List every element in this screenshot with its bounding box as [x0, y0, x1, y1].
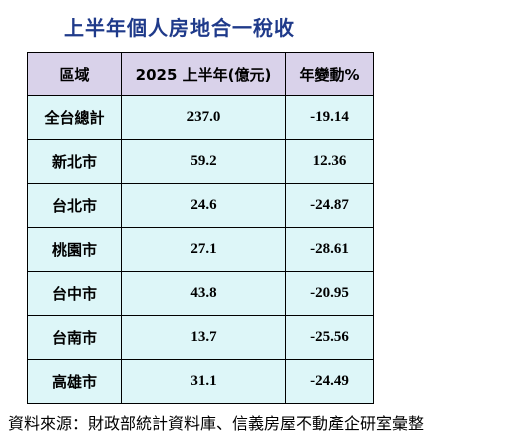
change-cell: -28.61 [285, 227, 374, 272]
change-cell: -25.56 [285, 315, 374, 360]
amount-cell: 13.7 [121, 315, 286, 360]
table-row: 全台總計 237.0 -19.14 [27, 95, 374, 140]
region-cell: 台南市 [27, 315, 122, 360]
region-cell: 台中市 [27, 271, 122, 316]
change-cell: -24.87 [285, 183, 374, 228]
table-header-row: 區域 2025 上半年(億元) 年變動% [27, 52, 374, 96]
change-cell: 12.36 [285, 139, 374, 184]
tax-revenue-table: 區域 2025 上半年(億元) 年變動% 全台總計 237.0 -19.14 新… [27, 52, 374, 404]
table-row: 高雄市 31.1 -24.49 [27, 359, 374, 404]
region-cell: 高雄市 [27, 359, 122, 404]
amount-cell: 43.8 [121, 271, 286, 316]
amount-cell: 31.1 [121, 359, 286, 404]
source-note: 資料來源：財政部統計資料庫、信義房屋不動產企研室彙整 [8, 414, 425, 433]
amount-cell: 59.2 [121, 139, 286, 184]
header-region: 區域 [27, 52, 122, 96]
page-title: 上半年個人房地合一稅收 [64, 16, 295, 40]
table-row: 台南市 13.7 -25.56 [27, 315, 374, 360]
header-change: 年變動% [285, 52, 374, 96]
region-cell: 桃園市 [27, 227, 122, 272]
table-row: 台中市 43.8 -20.95 [27, 271, 374, 316]
table-row: 桃園市 27.1 -28.61 [27, 227, 374, 272]
region-cell: 全台總計 [27, 95, 122, 140]
header-amount: 2025 上半年(億元) [121, 52, 286, 96]
change-cell: -20.95 [285, 271, 374, 316]
amount-cell: 237.0 [121, 95, 286, 140]
region-cell: 新北市 [27, 139, 122, 184]
table-row: 新北市 59.2 12.36 [27, 139, 374, 184]
amount-cell: 24.6 [121, 183, 286, 228]
amount-cell: 27.1 [121, 227, 286, 272]
change-cell: -19.14 [285, 95, 374, 140]
region-cell: 台北市 [27, 183, 122, 228]
table-row: 台北市 24.6 -24.87 [27, 183, 374, 228]
change-cell: -24.49 [285, 359, 374, 404]
